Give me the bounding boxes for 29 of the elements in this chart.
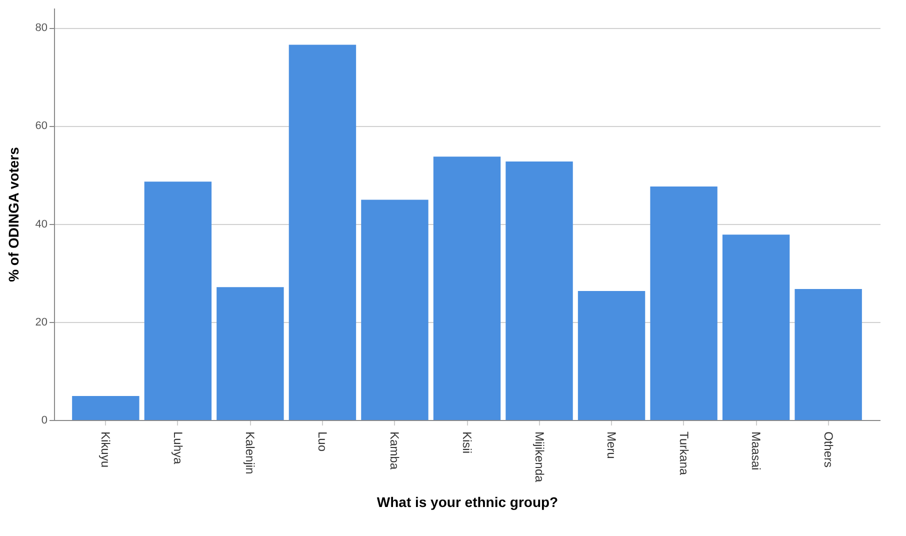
x-tick-label: Kisii [460,432,474,454]
x-tick-label: Kalenjin [243,432,258,474]
bar [72,396,140,420]
bar [216,287,284,420]
x-tick-label: Luhya [170,432,185,465]
bar [650,186,718,420]
x-tick-label: Kamba [388,432,402,470]
bar [794,289,862,420]
y-tick-label: 20 [35,316,48,328]
bar [722,234,790,420]
x-tick-label: Kikuyu [98,432,113,468]
y-tick-label: 0 [41,414,48,426]
bar [144,182,212,420]
y-axis-title: % of ODINGA voters [5,146,22,282]
y-tick-label: 40 [35,218,48,230]
bar [433,156,501,420]
bar [506,162,573,420]
x-tick-label: Others [821,432,836,468]
x-axis-title: What is your ethnic group? [376,494,558,510]
y-tick-label: 80 [35,22,48,34]
bar [578,291,646,420]
x-tick-label: Turkana [676,432,691,476]
y-tick-label: 60 [35,120,48,132]
x-tick-label: Mijikenda [532,432,546,483]
x-tick-label: Maasai [749,432,764,470]
bar [361,200,428,420]
x-tick-label: Luo [315,432,330,452]
bar [288,44,356,420]
x-tick-label: Meru [604,432,619,459]
